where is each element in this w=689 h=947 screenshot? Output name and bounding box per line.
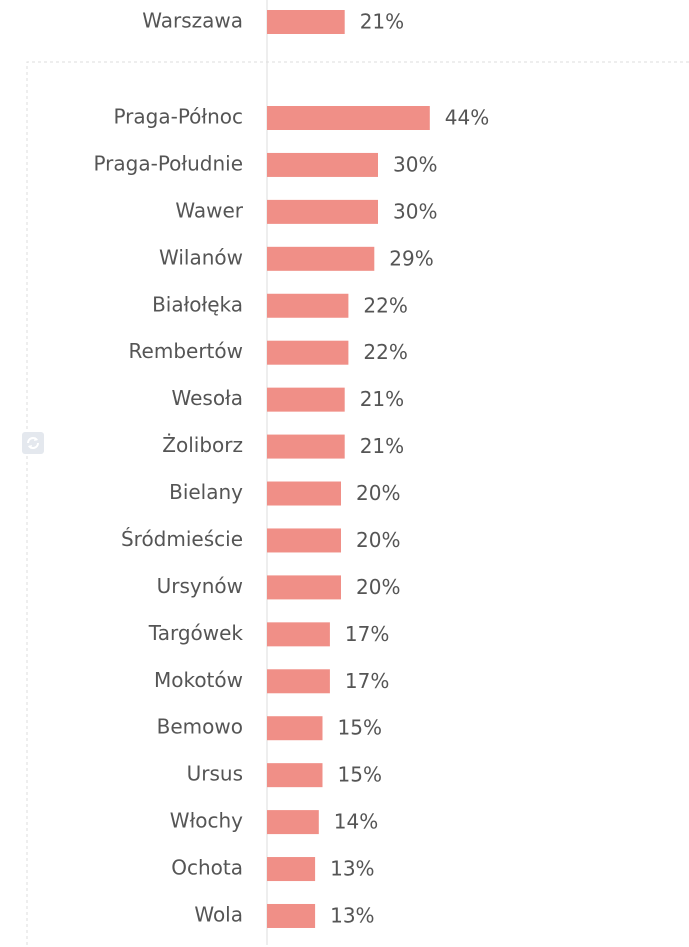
value-label: 44% xyxy=(445,106,489,130)
category-label: Bielany xyxy=(169,480,243,504)
category-label: Praga-Południe xyxy=(93,151,243,175)
bar xyxy=(267,10,345,34)
bar xyxy=(267,528,341,553)
value-label: 20% xyxy=(356,528,400,552)
value-label: 13% xyxy=(330,903,374,927)
value-label: 21% xyxy=(360,387,404,411)
bar xyxy=(267,152,378,177)
category-label: Żoliborz xyxy=(162,433,243,457)
bar xyxy=(267,857,316,882)
category-label: Ursynów xyxy=(157,574,243,598)
category-label: Śródmieście xyxy=(121,527,243,551)
value-label: 20% xyxy=(356,481,400,505)
refresh-icon[interactable] xyxy=(22,432,44,454)
value-label: 29% xyxy=(389,246,433,270)
bar xyxy=(267,669,330,694)
value-label: 17% xyxy=(345,669,389,693)
value-label: 20% xyxy=(356,575,400,599)
category-label: Wola xyxy=(194,902,243,926)
value-label: 21% xyxy=(360,10,404,34)
category-label: Praga-Północ xyxy=(113,105,243,129)
category-label: Białołęka xyxy=(152,292,243,316)
value-label: 22% xyxy=(363,340,407,364)
value-label: 22% xyxy=(363,293,407,317)
bar xyxy=(267,106,430,130)
value-label: 30% xyxy=(393,152,437,176)
bar xyxy=(267,481,341,506)
value-label: 15% xyxy=(338,716,382,740)
category-label: Targówek xyxy=(148,621,244,645)
bar xyxy=(267,199,378,224)
group-frame xyxy=(26,61,689,945)
category-label: Wawer xyxy=(175,198,243,222)
category-label: Rembertów xyxy=(129,339,243,363)
category-label: Wesoła xyxy=(171,386,243,410)
value-label: 17% xyxy=(345,622,389,646)
bar xyxy=(267,763,323,788)
category-label: Bemowo xyxy=(157,715,243,739)
value-label: 13% xyxy=(330,857,374,881)
bar xyxy=(267,575,341,600)
bar xyxy=(267,387,345,412)
value-label: 30% xyxy=(393,199,437,223)
category-label: Mokotów xyxy=(154,668,243,692)
bar xyxy=(267,434,345,459)
bar xyxy=(267,246,375,271)
category-label: Ochota xyxy=(171,856,243,880)
value-label: 21% xyxy=(360,434,404,458)
bar xyxy=(267,810,319,835)
value-label: 15% xyxy=(338,763,382,787)
bar xyxy=(267,716,323,741)
bar xyxy=(267,340,349,365)
bar xyxy=(267,293,349,318)
category-label: Wilanów xyxy=(159,245,243,269)
bar xyxy=(267,622,330,647)
category-label: Warszawa xyxy=(142,9,243,33)
category-label: Ursus xyxy=(187,762,243,786)
bar xyxy=(267,903,316,928)
category-label: Włochy xyxy=(170,809,243,833)
value-label: 14% xyxy=(334,810,378,834)
